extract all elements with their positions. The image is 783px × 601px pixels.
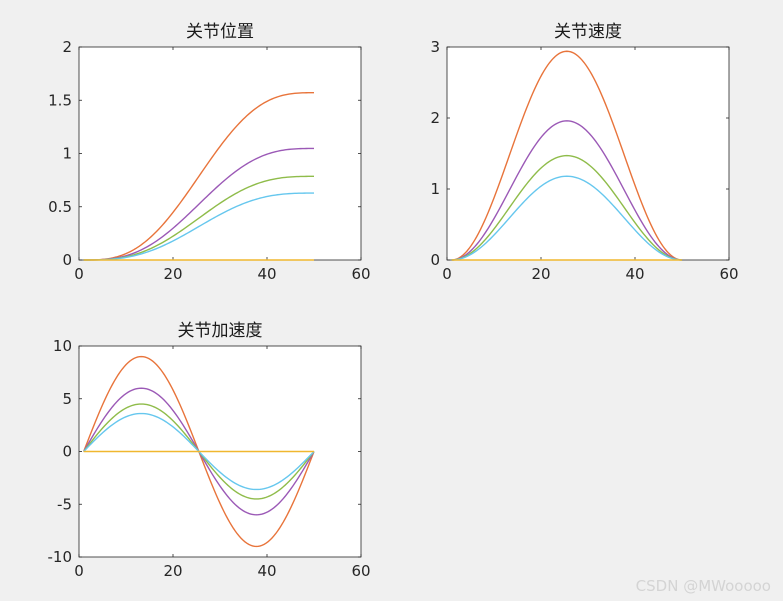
x-tick-label: 0 — [74, 265, 84, 283]
x-tick-label: 20 — [163, 265, 182, 283]
y-tick-label: 1 — [62, 145, 72, 163]
chart-1: 关节位置 0 20 40 60 0 0.5 1 1.5 2 — [48, 22, 370, 283]
y-tick-label: -5 — [57, 495, 72, 513]
x-tick-label: 0 — [442, 265, 452, 283]
chart-title: 关节位置 — [186, 22, 254, 42]
y-tick-label: 3 — [430, 38, 440, 56]
y-tick-label: 10 — [53, 337, 72, 355]
series-line-2 — [451, 120, 683, 261]
plot-area — [446, 46, 730, 261]
series-line-4 — [451, 175, 683, 261]
x-tick-label: 40 — [257, 562, 276, 580]
x-tick-label: 20 — [163, 562, 182, 580]
y-tick-label: 5 — [62, 390, 72, 408]
y-tick-label: 0 — [430, 251, 440, 269]
x-tick-label: 40 — [257, 265, 276, 283]
watermark: CSDN @MWooooo — [635, 577, 771, 595]
chart-title: 关节速度 — [554, 22, 622, 42]
series-line-1 — [451, 50, 683, 261]
x-tick-label: 60 — [719, 265, 738, 283]
y-tick-label: 0.5 — [48, 198, 72, 216]
chart-3: 关节加速度 0 20 40 60 -10 -5 0 5 10 — [48, 321, 371, 580]
series-line-3 — [451, 154, 683, 261]
y-tick-label: -10 — [48, 548, 73, 566]
series-line-1 — [83, 92, 314, 261]
y-tick-label: 1 — [430, 180, 440, 198]
y-tick-label: 1.5 — [48, 91, 72, 109]
series-line-2 — [83, 147, 314, 261]
x-tick-label: 20 — [531, 265, 550, 283]
chart-title: 关节加速度 — [178, 321, 263, 341]
series-line-4 — [83, 192, 314, 261]
chart-2: 关节速度 0 20 40 60 0 1 2 3 — [430, 22, 738, 283]
x-tick-label: 60 — [351, 265, 370, 283]
y-tick-label: 0 — [62, 443, 72, 461]
x-tick-label: 0 — [74, 562, 84, 580]
y-tick-label: 0 — [62, 251, 72, 269]
y-tick-label: 2 — [62, 38, 72, 56]
plot-area — [78, 46, 362, 261]
x-tick-label: 60 — [351, 562, 370, 580]
x-tick-label: 40 — [625, 265, 644, 283]
y-tick-label: 2 — [430, 109, 440, 127]
